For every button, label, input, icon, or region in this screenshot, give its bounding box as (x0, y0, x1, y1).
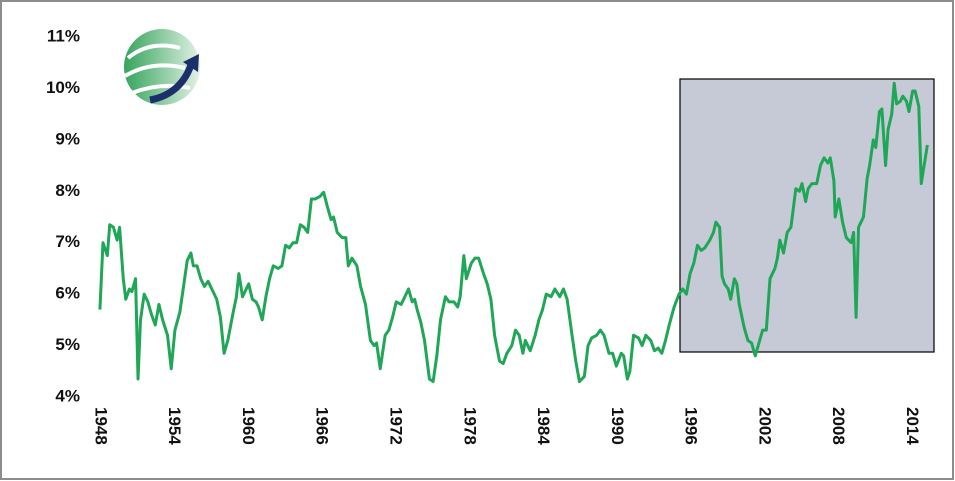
y-tick-label: 7% (55, 232, 80, 251)
x-tick-label: 1960 (239, 407, 258, 445)
x-tick-label: 2014 (903, 407, 922, 445)
y-tick-label: 6% (55, 284, 80, 303)
y-tick-label: 5% (55, 335, 80, 354)
y-tick-label: 9% (55, 129, 80, 148)
x-tick-label: 1948 (91, 407, 110, 445)
x-tick-label: 1972 (387, 407, 406, 445)
logo-stripe (123, 63, 186, 78)
x-tick-label: 1954 (165, 407, 184, 445)
y-tick-label: 10% (46, 78, 80, 97)
x-tick-label: 2002 (755, 407, 774, 445)
y-tick-label: 8% (55, 181, 80, 200)
data-line (98, 81, 929, 384)
y-tick-label: 4% (55, 386, 80, 405)
x-tick-label: 1996 (682, 407, 701, 445)
y-tick-label: 11% (47, 26, 80, 45)
x-tick-label: 1978 (460, 407, 479, 445)
x-tick-label: 1966 (313, 407, 332, 445)
x-tick-label: 1984 (534, 407, 553, 445)
highlight-box (679, 78, 935, 353)
logo-arrow (149, 60, 196, 104)
logo-stripe (126, 43, 181, 60)
logo-stripe (131, 83, 191, 95)
logo-arrowhead (183, 54, 199, 72)
x-tick-label: 1990 (608, 407, 627, 445)
logo (123, 29, 200, 105)
x-tick-label: 2008 (829, 407, 848, 445)
